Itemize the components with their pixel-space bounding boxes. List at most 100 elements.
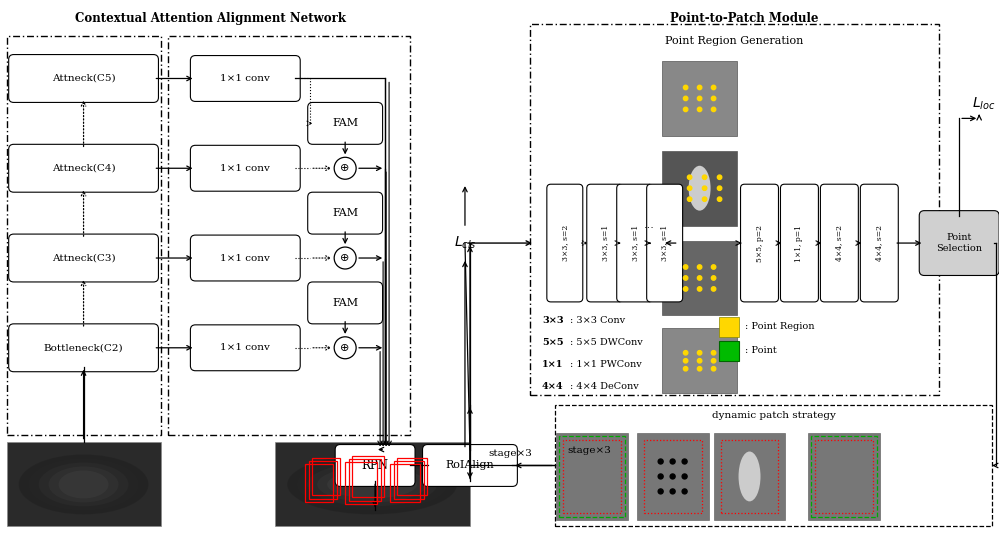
Bar [662,151,737,225]
Text: dynamic patch strategy: dynamic patch strategy [712,410,835,419]
Text: : 1×1 PWConv: : 1×1 PWConv [570,360,642,369]
Circle shape [711,107,716,111]
FancyBboxPatch shape [587,184,623,302]
Text: Bottleneck(C2): Bottleneck(C2) [44,343,123,352]
Circle shape [658,459,663,464]
FancyBboxPatch shape [190,235,300,281]
Text: 3×3, s=2: 3×3, s=2 [561,225,569,261]
Text: 4×4, s=2: 4×4, s=2 [835,225,843,261]
Text: FAM: FAM [332,208,358,218]
FancyBboxPatch shape [308,102,383,144]
Text: ⊕: ⊕ [340,163,350,173]
Circle shape [717,197,722,201]
Text: ⊕: ⊕ [340,343,350,353]
Ellipse shape [327,471,417,498]
Circle shape [683,287,688,291]
Text: Point
Selection: Point Selection [936,233,982,253]
FancyBboxPatch shape [9,144,158,192]
Circle shape [697,287,702,291]
FancyBboxPatch shape [9,324,158,372]
Ellipse shape [689,166,711,211]
Text: 4×4: 4×4 [542,382,563,391]
Text: stage×3: stage×3 [488,448,532,457]
Bar [714,433,785,520]
Circle shape [711,85,716,90]
Circle shape [683,359,688,363]
Circle shape [711,265,716,269]
Text: ...: ... [644,220,655,230]
Text: 1×1, p=1: 1×1, p=1 [795,224,803,262]
FancyBboxPatch shape [335,445,415,487]
Bar [644,440,702,513]
Circle shape [702,186,707,190]
Text: : Point Region: : Point Region [745,322,814,332]
Circle shape [697,85,702,90]
Text: 1×1: 1×1 [542,360,563,369]
FancyBboxPatch shape [647,184,683,302]
Bar [168,36,410,434]
Ellipse shape [39,463,128,506]
Bar [394,461,424,499]
Text: 3×3, s=1: 3×3, s=1 [631,225,639,261]
Text: 3×3: 3×3 [542,317,563,325]
Circle shape [697,367,702,371]
Circle shape [658,489,663,494]
Circle shape [683,276,688,280]
Bar [662,61,737,136]
Text: Attneck(C5): Attneck(C5) [52,74,115,83]
Bar [352,456,384,497]
Bar [7,441,161,526]
FancyBboxPatch shape [190,55,300,101]
Bar [662,240,737,316]
Circle shape [697,107,702,111]
Text: FAM: FAM [332,118,358,128]
Bar [345,463,377,504]
Ellipse shape [287,455,457,514]
Ellipse shape [307,463,437,506]
Text: 1×1 conv: 1×1 conv [220,254,270,263]
Bar [559,435,625,518]
Bar [275,441,470,526]
FancyBboxPatch shape [308,282,383,324]
Circle shape [687,197,692,201]
Text: Point-to-Patch Module: Point-to-Patch Module [670,12,819,25]
FancyBboxPatch shape [860,184,898,302]
Bar [637,433,709,520]
FancyBboxPatch shape [308,192,383,234]
Ellipse shape [29,458,138,511]
Text: 1×1 conv: 1×1 conv [220,164,270,173]
Circle shape [683,107,688,111]
Ellipse shape [59,471,109,498]
Circle shape [683,96,688,101]
FancyBboxPatch shape [547,184,583,302]
Text: stage×3: stage×3 [568,446,612,455]
Text: 1×1 conv: 1×1 conv [220,343,270,352]
Circle shape [683,85,688,90]
Bar [530,23,939,394]
Bar [721,440,778,513]
Bar [556,433,628,520]
Circle shape [697,276,702,280]
Bar [7,36,161,434]
FancyBboxPatch shape [741,184,778,302]
Bar [390,464,420,503]
Text: Attneck(C3): Attneck(C3) [52,254,115,263]
Circle shape [711,96,716,101]
Circle shape [697,96,702,101]
FancyBboxPatch shape [423,445,517,487]
Text: 3×3, s=1: 3×3, s=1 [601,225,609,261]
Text: 5×5, p=2: 5×5, p=2 [756,224,764,262]
Bar [312,457,340,495]
Circle shape [658,474,663,479]
Text: RoIAlign: RoIAlign [446,461,494,471]
Bar [811,435,877,518]
Circle shape [717,175,722,180]
Circle shape [697,359,702,363]
Text: Attneck(C4): Attneck(C4) [52,164,115,173]
Circle shape [682,489,687,494]
FancyBboxPatch shape [719,341,739,361]
Circle shape [682,459,687,464]
Circle shape [711,287,716,291]
Text: 1×1 conv: 1×1 conv [220,74,270,83]
Circle shape [702,197,707,201]
